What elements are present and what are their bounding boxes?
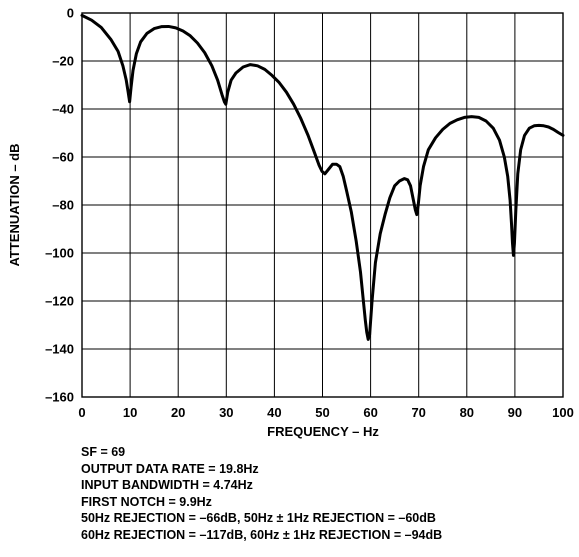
chart-notes: SF = 69 OUTPUT DATA RATE = 19.8Hz INPUT … <box>81 444 442 544</box>
x-tick-label: 90 <box>508 405 522 420</box>
x-tick-label: 40 <box>267 405 281 420</box>
y-tick-label: –20 <box>52 54 74 69</box>
note-output-data-rate: OUTPUT DATA RATE = 19.8Hz <box>81 461 259 476</box>
note-60hz-rejection: 60Hz REJECTION = –117dB, 60Hz ± 1Hz REJE… <box>81 527 443 542</box>
x-tick-label: 70 <box>411 405 425 420</box>
note-50hz-rejection: 50Hz REJECTION = –66dB, 50Hz ± 1Hz REJEC… <box>81 511 436 526</box>
y-tick-label: –120 <box>45 294 74 309</box>
y-tick-label: –60 <box>52 150 74 165</box>
y-tick-label: –80 <box>52 198 74 213</box>
tick-label-layer: 0 10 20 30 40 50 60 70 80 90 100 0 –20 –40 –60 –80 –100 –… <box>45 6 574 421</box>
x-tick-label: 0 <box>78 405 85 420</box>
y-tick-label: 0 <box>67 6 74 21</box>
attenuation-chart: 0 10 20 30 40 50 60 70 80 90 100 0 –20 –40 –60 –80 –100 –… <box>7 6 574 440</box>
y-tick-label: –100 <box>45 246 74 261</box>
y-tick-label: –40 <box>52 102 74 117</box>
x-tick-label: 60 <box>363 405 377 420</box>
plot-frame <box>81 12 564 398</box>
series-layer <box>80 13 565 341</box>
note-first-notch: FIRST NOTCH = 9.9Hz <box>81 494 212 509</box>
y-axis-title: ATTENUATION – dB <box>7 143 22 266</box>
x-tick-label: 80 <box>460 405 474 420</box>
x-tick-label: 30 <box>219 405 233 420</box>
x-tick-label: 50 <box>315 405 329 420</box>
note-sf: SF = 69 <box>81 445 126 459</box>
x-tick-label: 20 <box>171 405 185 420</box>
x-tick-label: 10 <box>123 405 137 420</box>
x-axis-title: FREQUENCY – Hz <box>267 424 379 439</box>
x-tick-label: 100 <box>552 405 574 420</box>
y-tick-label: –160 <box>45 390 74 405</box>
attenuation-series-line <box>80 13 565 341</box>
note-input-bandwidth: INPUT BANDWIDTH = 4.74Hz <box>81 478 253 493</box>
y-tick-label: –140 <box>45 342 74 357</box>
grid-layer <box>82 13 563 397</box>
